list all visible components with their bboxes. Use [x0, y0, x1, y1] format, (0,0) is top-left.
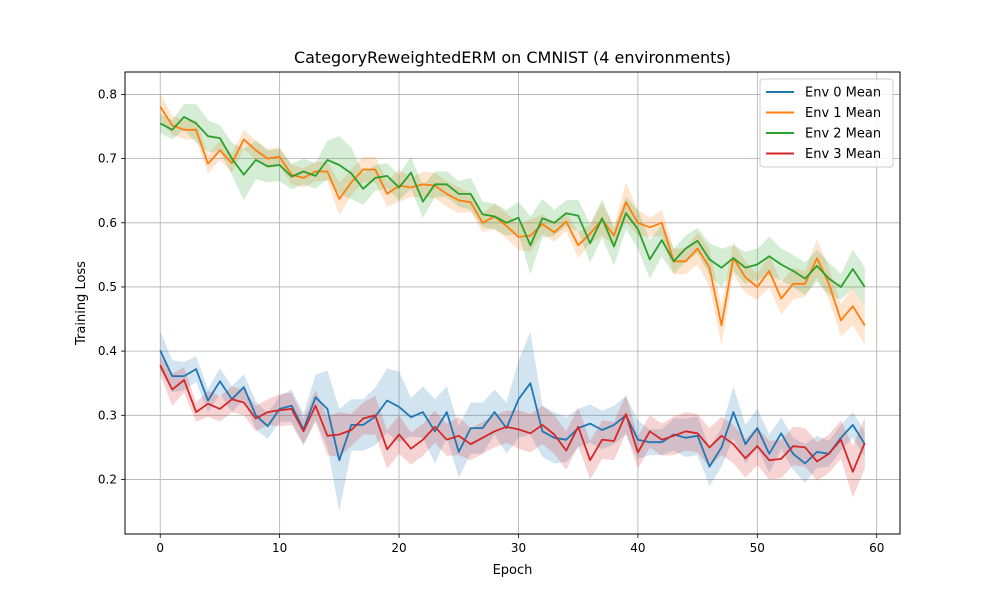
x-tick-label: 20 [391, 541, 406, 555]
x-tick-label: 50 [750, 541, 765, 555]
legend-label-env-1: Env 1 Mean [805, 106, 881, 121]
y-tick-label: 0.6 [98, 216, 117, 230]
legend-label-env-2: Env 2 Mean [805, 127, 881, 142]
confidence-bands [160, 93, 865, 512]
line-env-0 [159, 350, 866, 468]
x-tick-label: 10 [272, 541, 287, 555]
band-env-1 [160, 93, 865, 345]
legend-label-env-0: Env 0 Mean [805, 86, 881, 101]
x-tick-label: 30 [511, 541, 526, 555]
line-env-1 [159, 106, 866, 327]
x-tick-label: 60 [869, 541, 884, 555]
plot-frame [124, 71, 901, 535]
series-lines [159, 106, 866, 473]
y-tick-label: 0.4 [98, 344, 117, 358]
y-axis-ticks: 0.2 0.3 0.4 0.5 0.6 0.7 0.8 [98, 87, 125, 486]
line-env-3 [159, 364, 866, 473]
legend: Env 0 Mean Env 1 Mean Env 2 Mean Env 3 Mean [759, 78, 894, 168]
y-axis-label: Training Loss [74, 261, 89, 346]
y-tick-label: 0.5 [98, 280, 117, 294]
y-tick-label: 0.8 [98, 87, 117, 101]
chart-title: CategoryReweightedERM on CMNIST (4 envir… [294, 48, 731, 67]
x-axis-ticks: 0 10 20 30 40 50 60 [156, 534, 884, 555]
legend-box [759, 78, 894, 168]
line-env-2 [159, 116, 866, 288]
band-env-3 [160, 355, 865, 498]
y-tick-label: 0.3 [98, 408, 117, 422]
y-tick-label: 0.7 [98, 152, 117, 166]
x-tick-label: 0 [156, 541, 164, 555]
x-axis-label: Epoch [493, 563, 533, 578]
x-tick-label: 40 [630, 541, 645, 555]
band-env-0 [160, 331, 865, 512]
y-tick-label: 0.2 [98, 472, 117, 486]
legend-label-env-3: Env 3 Mean [805, 147, 881, 162]
band-env-2 [160, 104, 865, 307]
